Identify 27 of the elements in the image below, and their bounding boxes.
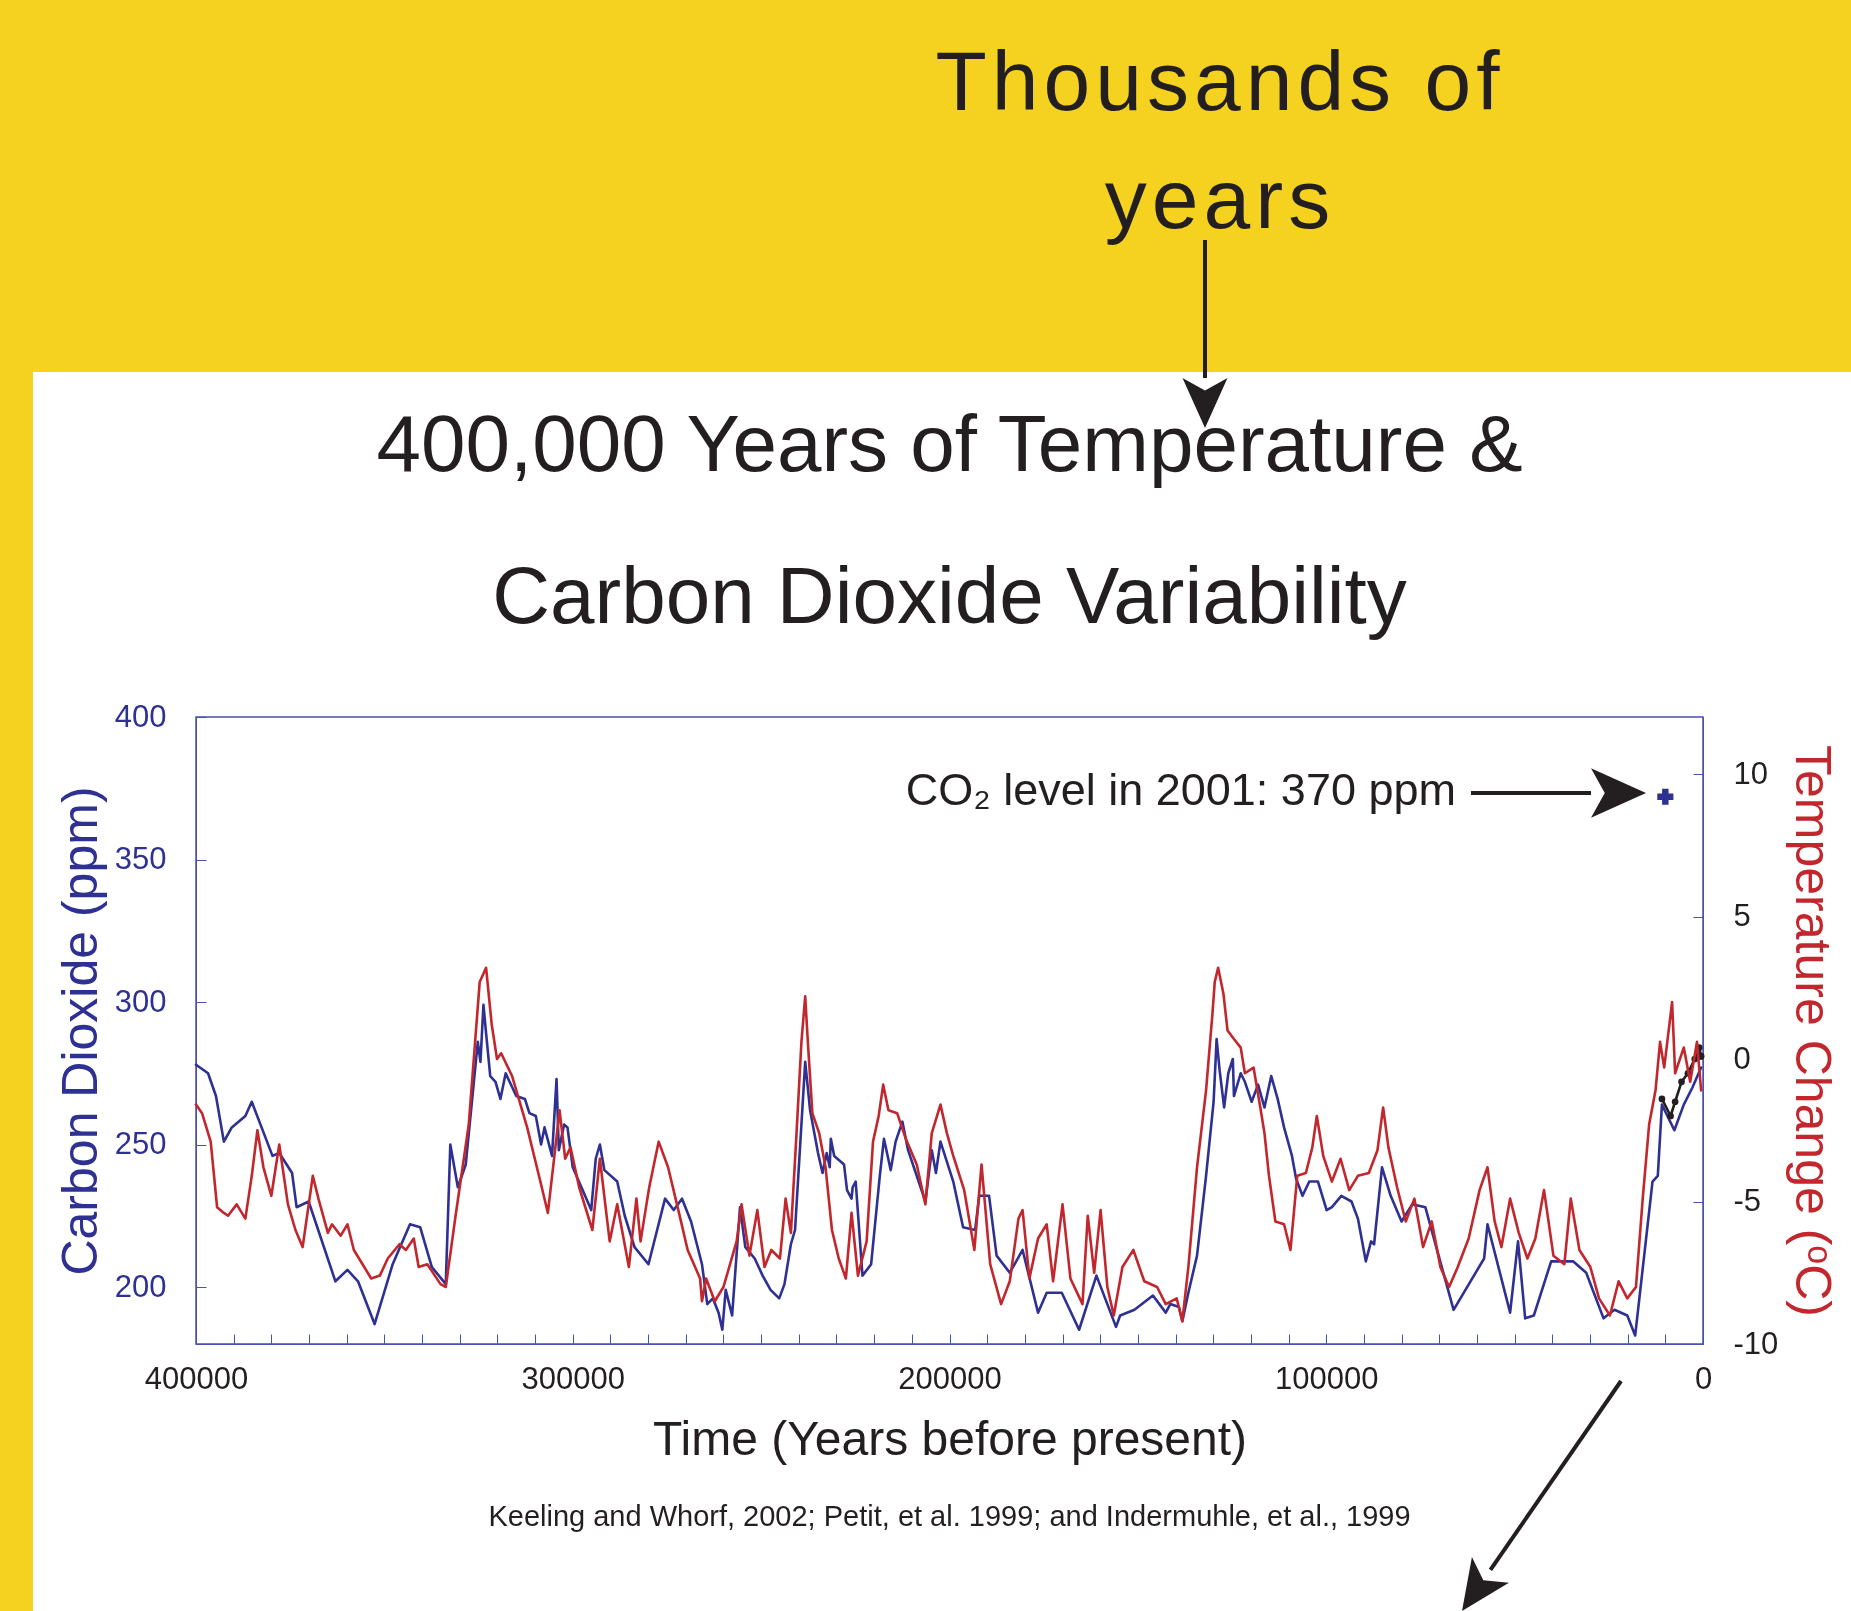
x-tick-label: 300000: [521, 1360, 625, 1396]
y2-tick-label: -10: [1733, 1325, 1779, 1361]
point: [1657, 788, 1674, 805]
x-axis-title: Time (Years before present): [652, 1411, 1248, 1465]
y2-tick-label: 0: [1733, 1040, 1751, 1076]
point: [1658, 1095, 1666, 1103]
point: [1678, 1078, 1685, 1086]
y2-tick-label: 10: [1733, 755, 1768, 791]
x-tick-label: 400000: [144, 1360, 249, 1396]
y2-axis-title: Temperature Change (ᵒC): [1785, 745, 1842, 1317]
text: Keeling and Whorf, 2002; Petit, et al. 1999; and Indermuhle, et al., 1999: [487, 1500, 1412, 1533]
x-tick-label: 100000: [1275, 1360, 1379, 1396]
text: Thousands of years: [934, 33, 1506, 248]
y-axis-title: Carbon Dioxide (ppm): [51, 786, 108, 1276]
x-tick-label: 200000: [898, 1360, 1002, 1396]
y-tick-label: 300: [114, 983, 167, 1019]
y2-tick-label: -5: [1733, 1183, 1762, 1218]
annotation: CO₂ level in 2001: 370 ppm: [905, 764, 1456, 815]
point: [1671, 1098, 1679, 1106]
chart-title: 400,000 Years of Temperature & Carbon Dioxide Variability: [376, 399, 1523, 640]
y-tick-label: 200: [114, 1268, 167, 1304]
y2-tick-label: 5: [1733, 898, 1751, 933]
point: [1667, 1112, 1674, 1120]
y-tick-label: 250: [114, 1126, 167, 1161]
y-tick-label: 350: [114, 841, 167, 876]
x-tick-label: 0: [1694, 1360, 1713, 1396]
y-tick-label: 400: [114, 698, 167, 734]
